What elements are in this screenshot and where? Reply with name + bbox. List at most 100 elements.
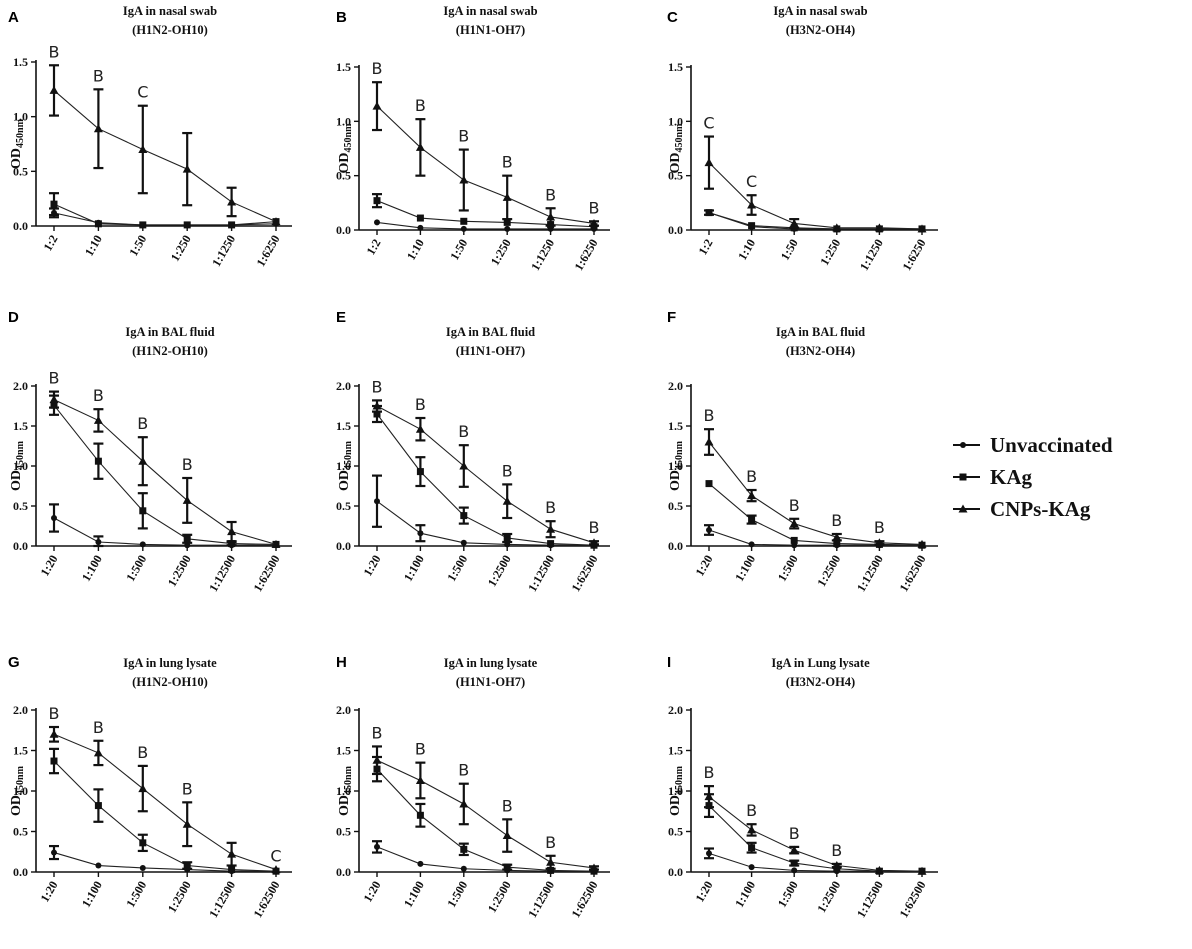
data-point-cnps-kag [704, 437, 714, 446]
data-point-kag [228, 221, 236, 229]
x-tick-label-1-2500: 1:2500 [485, 879, 514, 915]
significance-label: B [93, 718, 104, 737]
data-point-cnps-kag [789, 218, 799, 227]
data-point-cnps-kag [789, 519, 799, 528]
chart-subtitle: (H1N2-OH10) [132, 344, 208, 358]
chart-title: IgA in lung lysate [123, 656, 217, 670]
series-line-cnps-kag [708, 796, 923, 872]
legend-entry-cnps-kag: CNPs-KAg [953, 497, 1091, 521]
significance-label: B [545, 498, 556, 517]
x-tick-label-1-50: 1:50 [778, 237, 801, 263]
data-point-unvaccinated [374, 498, 380, 505]
series-line-kag [708, 212, 922, 230]
panel-letter: I [667, 654, 671, 671]
series-line-unvaccinated [376, 500, 594, 546]
data-point-kag [748, 222, 756, 230]
significance-label: B [458, 422, 469, 441]
series-kag [705, 480, 926, 549]
significance-label: C [137, 83, 148, 102]
series-kag [372, 404, 598, 549]
y-axis-label: OD450nm [337, 123, 354, 174]
series-cnps-kag [372, 745, 599, 872]
y-axis-label: OD450nm [9, 118, 26, 169]
panel-letter: H [336, 654, 347, 671]
legend-label: Unvaccinated [990, 433, 1113, 457]
data-point-cnps-kag [93, 124, 103, 133]
x-tick-label-1-1250: 1:1250 [857, 237, 886, 273]
y-tick-label: 0.5 [336, 499, 351, 513]
x-tick-label-1-100: 1:100 [79, 879, 105, 910]
series-kag [372, 755, 598, 875]
x-tick-label-1-20: 1:20 [360, 879, 383, 905]
data-point-cnps-kag [415, 424, 425, 433]
chart-title: IgA in nasal swab [773, 4, 867, 18]
x-tick-label-1-250: 1:250 [488, 237, 514, 268]
data-point-cnps-kag [93, 415, 103, 424]
x-tick-label-1-6250: 1:6250 [899, 237, 928, 273]
data-point-cnps-kag [789, 845, 799, 854]
data-point-unvaccinated [706, 527, 712, 533]
significance-label: B [93, 66, 104, 85]
significance-label: C [703, 114, 714, 133]
chart-subtitle: (H1N1-OH7) [456, 23, 525, 37]
data-point-unvaccinated [95, 862, 102, 869]
chart-title: IgA in BAL fluid [125, 325, 214, 339]
data-point-kag [50, 757, 58, 765]
data-point-kag [503, 534, 511, 542]
y-tick-label: 0.0 [668, 539, 683, 553]
y-tick-label: 1.0 [668, 114, 683, 128]
y-tick-label: 1.0 [13, 459, 28, 473]
data-point-cnps-kag [138, 456, 148, 465]
data-point-cnps-kag [917, 224, 927, 233]
series-line-cnps-kag [376, 105, 595, 225]
series-cnps-kag [49, 390, 281, 548]
series-line-unvaccinated [708, 852, 922, 872]
data-point-kag [373, 197, 381, 205]
series-cnps-kag [49, 725, 281, 874]
significance-label: B [502, 461, 513, 480]
significance-label: B [415, 395, 426, 414]
significance-label: B [372, 377, 383, 396]
data-point-cnps-kag [747, 491, 757, 500]
x-tick-label-1-1250: 1:1250 [528, 237, 557, 273]
significance-label: B [789, 824, 800, 843]
data-point-cnps-kag [227, 849, 237, 858]
significance-label: C [746, 172, 757, 191]
y-tick-label: 0.5 [13, 164, 28, 178]
data-point-unvaccinated [504, 225, 511, 232]
series-line-kag [376, 413, 595, 546]
data-point-unvaccinated [460, 225, 467, 232]
x-tick-label-1-62500: 1:62500 [568, 879, 600, 921]
y-tick-label: 0.5 [336, 825, 351, 839]
data-point-cnps-kag [832, 223, 842, 232]
significance-label: B [372, 723, 383, 742]
data-point-kag [50, 200, 58, 208]
x-tick-label-1-62500: 1:62500 [250, 879, 282, 921]
chart-title: IgA in nasal swab [443, 4, 537, 18]
data-point-cnps-kag [93, 748, 103, 757]
y-tick-label: 1.5 [13, 744, 28, 758]
data-point-cnps-kag [546, 212, 556, 221]
significance-label: B [874, 518, 885, 537]
data-point-cnps-kag [271, 217, 281, 226]
chart-panel-h: H IgA in lung lysate (H1N1-OH7) 0.0 0.5 1.0 1.… [336, 654, 610, 920]
series-line-kag [376, 768, 595, 872]
significance-label: B [182, 779, 193, 798]
series-unvaccinated [372, 474, 597, 549]
x-tick-label-1-500: 1:500 [123, 553, 149, 584]
data-point-kag [460, 512, 468, 520]
x-tick-label-1-12500: 1:12500 [206, 879, 238, 921]
x-tick-label-1-50: 1:50 [126, 233, 149, 259]
data-point-kag [228, 866, 236, 874]
data-point-cnps-kag [372, 401, 382, 410]
significance-label: B [746, 801, 757, 820]
significance-label: B [502, 153, 513, 172]
series-line-unvaccinated [376, 221, 594, 230]
data-point-unvaccinated [139, 864, 146, 871]
x-tick-label-1-62500: 1:62500 [568, 553, 600, 595]
chart-subtitle: (H1N2-OH10) [132, 23, 208, 37]
significance-label: B [137, 743, 148, 762]
series-cnps-kag [49, 64, 281, 226]
chart-title: IgA in lung lysate [444, 656, 538, 670]
